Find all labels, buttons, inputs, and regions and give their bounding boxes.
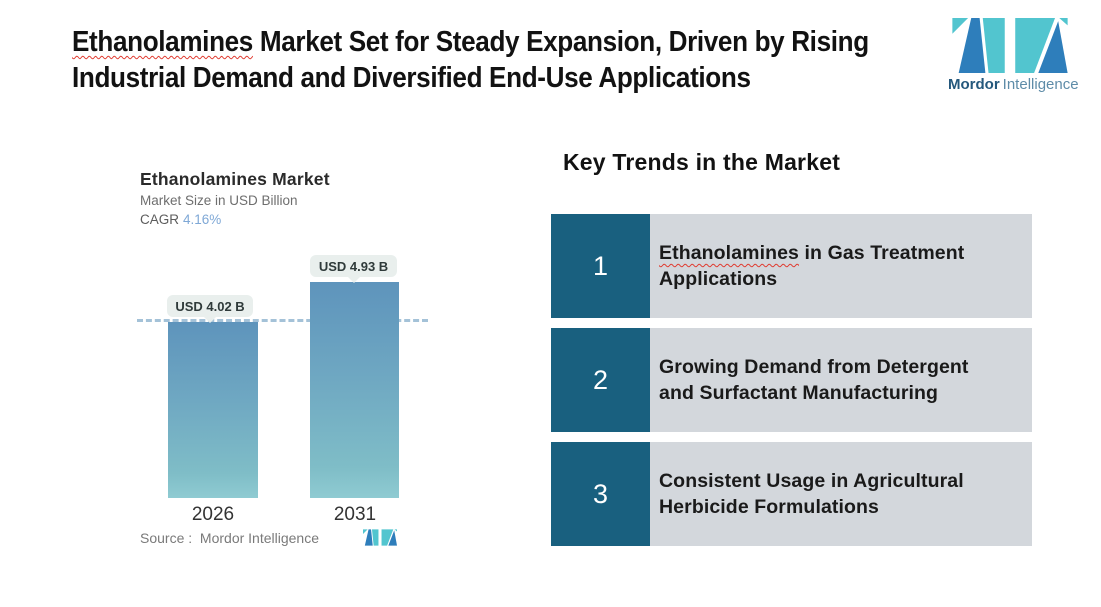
brand-name: Mordor Intelligence [948, 76, 1079, 93]
chart-cagr: CAGR 4.16% [140, 212, 221, 227]
chart-footer-logo-icon [363, 529, 397, 551]
page-title: Ethanolamines Market Set for Steady Expa… [72, 24, 882, 96]
trend-item-2: 2 Growing Demand from Detergent and Surf… [551, 328, 1032, 432]
bar-2026 [168, 322, 258, 498]
trend-number-2: 2 [551, 328, 650, 432]
trend-number-3: 3 [551, 442, 650, 546]
bar-2031 [310, 282, 399, 498]
axis-label-2026: 2026 [191, 504, 235, 525]
chart-subtitle: Market Size in USD Billion [140, 193, 298, 208]
trend-item-3: 3 Consistent Usage in Agricultural Herbi… [551, 442, 1032, 546]
trend-text-1-highlight: Ethanolamines [659, 242, 799, 264]
axis-label-2031: 2031 [333, 504, 377, 525]
chart-source: Source : Mordor Intelligence [140, 530, 319, 546]
key-trends-heading: Key Trends in the Market [563, 149, 841, 175]
brand-name-bold: Mordor [948, 76, 1000, 93]
trend-text-3: Consistent Usage in Agricultural Herbici… [659, 468, 997, 520]
trend-number-1: 1 [551, 214, 650, 318]
chart-title: Ethanolamines Market [140, 169, 330, 189]
key-trends-list: 1 Ethanolamines in Gas Treatment Applica… [551, 214, 1032, 556]
bar-value-label-2026: USD 4.02 B [167, 295, 253, 323]
trend-text-1-rest: in Gas Treatment Applications [659, 242, 965, 290]
mordor-intelligence-logo-icon [952, 18, 1068, 73]
reference-dashed-line [137, 319, 428, 322]
page-title-highlight: Ethanolamines [72, 26, 253, 58]
cagr-value: 4.16% [183, 212, 222, 227]
trend-item-1: 1 Ethanolamines in Gas Treatment Applica… [551, 214, 1032, 318]
page-title-rest: Market Set for Steady Expansion, Driven … [72, 26, 869, 94]
brand-name-light: Intelligence [1002, 76, 1079, 93]
trend-text-3-rest: Consistent Usage in Agricultural Herbici… [659, 470, 964, 518]
trend-text-2: Growing Demand from Detergent and Surfac… [659, 354, 997, 406]
brand-logo: Mordor Intelligence [948, 18, 1079, 93]
cagr-label: CAGR [140, 212, 180, 227]
trend-body-3: Consistent Usage in Agricultural Herbici… [650, 442, 1032, 546]
trend-text-1: Ethanolamines in Gas Treatment Applicati… [659, 240, 997, 292]
bar-value-label-2031: USD 4.93 B [310, 255, 397, 283]
trend-text-2-rest: Growing Demand from Detergent and Surfac… [659, 356, 969, 404]
trend-body-1: Ethanolamines in Gas Treatment Applicati… [650, 214, 1032, 318]
trend-body-2: Growing Demand from Detergent and Surfac… [650, 328, 1032, 432]
